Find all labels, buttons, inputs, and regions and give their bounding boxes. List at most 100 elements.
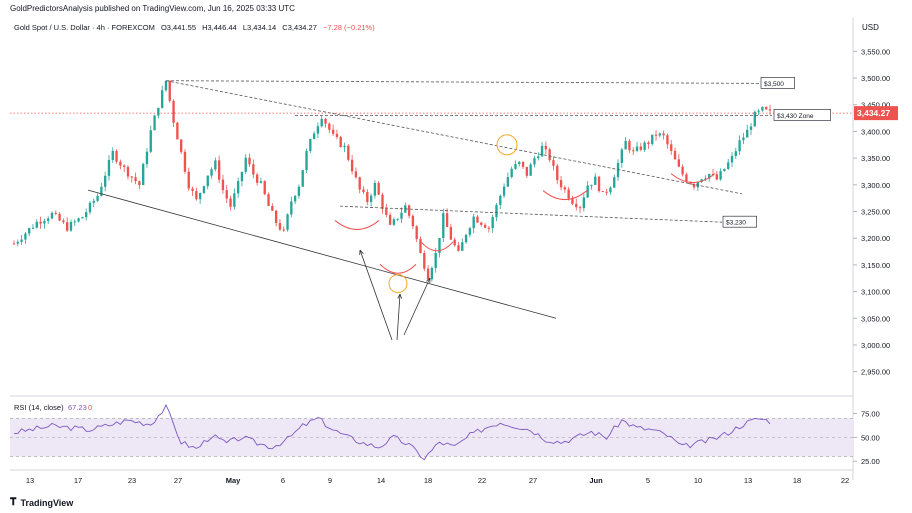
candle-body (320, 118, 323, 127)
candle-body (107, 159, 111, 176)
tradingview-icon: 𝐓 (10, 497, 17, 508)
candle-body (81, 217, 84, 219)
candle-body (689, 182, 692, 185)
candle-body (673, 150, 677, 160)
candle-body (111, 150, 114, 160)
candle-body (286, 214, 289, 230)
candle-body (58, 213, 61, 221)
candle-body (366, 192, 369, 203)
candle-body (77, 218, 80, 222)
candle-body (624, 140, 627, 150)
candle-body (556, 165, 559, 181)
candle-body (354, 171, 358, 178)
candle-body (457, 245, 460, 251)
price-tick-label: 2,950.00 (861, 368, 890, 377)
candle-body (225, 190, 228, 199)
candle-body (316, 126, 320, 134)
arrow-left-shoulder (359, 249, 393, 341)
candle-body (605, 191, 608, 193)
candle-body (343, 145, 346, 147)
candle-body (525, 166, 529, 176)
candle-body (632, 150, 635, 152)
candle-body (312, 133, 316, 140)
rsi-title: RSI (14, close) (14, 403, 64, 412)
candle-body (191, 188, 194, 192)
candle-body (575, 203, 578, 208)
candle-body (461, 242, 464, 251)
candle-body (510, 168, 513, 178)
candle-body (244, 157, 247, 172)
candle-body (533, 158, 536, 165)
candle-body (385, 208, 388, 215)
time-tick-label: 17 (74, 476, 82, 485)
close-value: C3,434.27 (282, 23, 317, 32)
time-tick-label: May (226, 476, 241, 485)
price-tick-label: 3,000.00 (861, 341, 890, 350)
candle-body (578, 207, 582, 209)
arrow-left-shoulder-head (359, 249, 364, 256)
candle-body (335, 133, 339, 137)
candle-body (727, 162, 730, 169)
support-3230-line (339, 205, 723, 223)
candle-body (540, 145, 544, 157)
rsi-tick-label: 75.00 (861, 410, 880, 419)
candle-body (122, 165, 126, 168)
candle-body (278, 223, 282, 230)
candle-body (768, 109, 772, 111)
time-tick-label: 10 (694, 476, 702, 485)
candle-body (126, 167, 130, 177)
candle-body (651, 134, 654, 144)
candle-body (411, 215, 415, 227)
candle-body (559, 180, 563, 188)
head-arc (379, 263, 417, 274)
candle-body (39, 221, 42, 224)
time-tick-label: 18 (424, 476, 432, 485)
candle-body (616, 162, 620, 178)
candle-body (179, 139, 183, 152)
candle-body (426, 268, 430, 280)
candle-body (552, 160, 555, 166)
time-tick-label: 27 (174, 476, 182, 485)
candle-body (50, 212, 54, 219)
candle-body (613, 177, 616, 188)
candle-body (746, 129, 749, 138)
candle-body (442, 213, 445, 239)
candle-body (358, 177, 361, 190)
candle-body (309, 139, 312, 151)
candle-body (464, 234, 468, 243)
level-tag-label: $3,500 (764, 81, 784, 88)
price-tick-label: 3,550.00 (861, 47, 890, 56)
candle-body (92, 200, 95, 203)
level-tag-label: $3,430 Zone (777, 113, 814, 120)
candle-body (419, 239, 422, 254)
candle-body (723, 168, 726, 172)
candle-body (350, 159, 354, 172)
candle-body (453, 239, 456, 246)
candle-body (62, 220, 65, 223)
candle-body (206, 175, 209, 187)
candle-body (719, 171, 722, 180)
candle-body (491, 217, 494, 229)
candle-body (138, 181, 141, 186)
candle-body (339, 136, 342, 147)
candle-body (214, 160, 217, 170)
candle-body (506, 177, 510, 187)
price-tick-label: 3,100.00 (861, 288, 890, 297)
candle-body (742, 137, 745, 141)
time-tick-label: 5 (646, 476, 650, 485)
candle-body (96, 195, 99, 201)
price-tick-label: 3,500.00 (861, 74, 890, 83)
candle-body (594, 176, 597, 185)
candle-body (282, 229, 285, 231)
candle-body (202, 186, 206, 193)
candle-body (487, 227, 491, 229)
level-tag-box (773, 109, 831, 121)
candle-body (240, 171, 244, 182)
candle-body (12, 243, 16, 245)
candle-body (407, 205, 411, 216)
candle-body (221, 179, 225, 191)
symbol-legend: Gold Spot / U.S. Dollar · 4h · FOREXCOM … (14, 23, 379, 32)
tradingview-logo[interactable]: 𝐓 TradingView (10, 497, 73, 508)
candle-body (400, 212, 403, 219)
